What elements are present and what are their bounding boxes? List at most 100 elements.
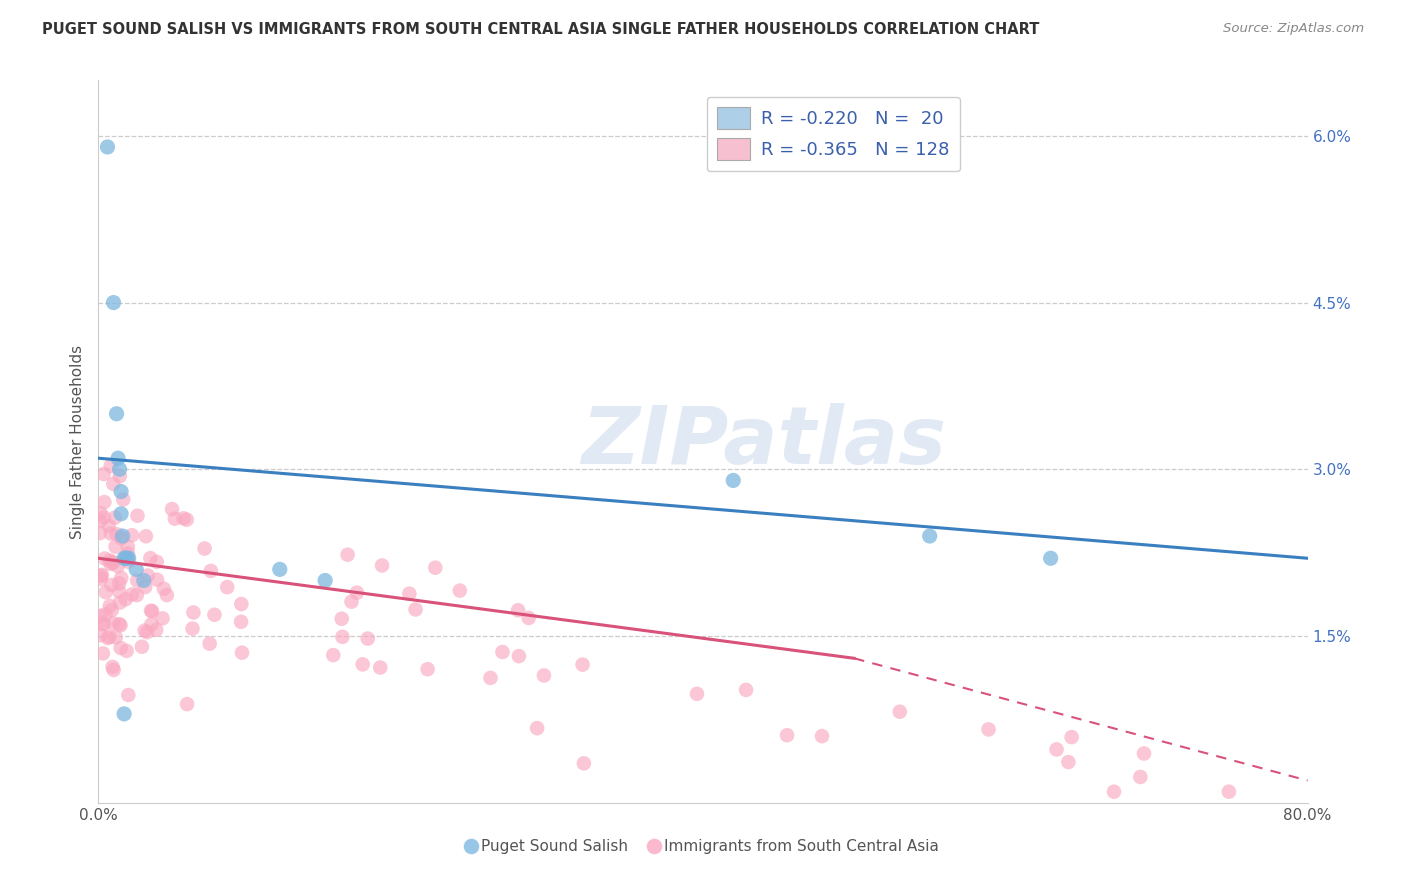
Point (96, 140, 118, 154)
Text: Source: ZipAtlas.com: Source: ZipAtlas.com (1223, 22, 1364, 36)
Point (686, 687, 709, 701)
Point (103, 295, 125, 310)
Point (111, 529, 134, 543)
Point (114, 551, 136, 566)
Point (398, 587, 420, 601)
Point (108, 469, 131, 483)
Point (231, 646, 253, 660)
Point (104, 630, 127, 644)
Point (98, 630, 121, 644)
Point (97, 519, 120, 533)
Point (173, 511, 195, 525)
Point (107, 559, 129, 574)
Point (112, 492, 135, 507)
Point (371, 558, 394, 573)
Point (104, 510, 127, 524)
Point (136, 568, 159, 582)
Point (146, 573, 169, 587)
Point (103, 616, 125, 631)
Point (479, 671, 502, 685)
Point (153, 582, 176, 596)
Point (98, 553, 121, 567)
Point (723, 474, 745, 488)
Point (108, 617, 131, 632)
Point (918, 529, 941, 543)
Point (93, 616, 115, 631)
Point (352, 657, 374, 672)
Point (101, 555, 124, 569)
Point (163, 511, 186, 525)
Point (526, 721, 548, 735)
Point (98, 599, 121, 613)
Point (198, 637, 221, 651)
Point (110, 532, 132, 546)
Point (125, 562, 148, 576)
Point (125, 588, 148, 602)
Point (533, 668, 555, 682)
Point (160, 502, 183, 516)
Text: PUGET SOUND SALISH VS IMMIGRANTS FROM SOUTH CENTRAL ASIA SINGLE FATHER HOUSEHOLD: PUGET SOUND SALISH VS IMMIGRANTS FROM SO… (42, 22, 1039, 37)
Point (105, 527, 128, 541)
Point (114, 592, 136, 607)
Point (97, 631, 120, 645)
Point (110, 507, 132, 521)
Point (217, 580, 239, 594)
Point (136, 625, 159, 640)
Point (127, 508, 149, 523)
Point (134, 624, 156, 638)
Point (811, 729, 834, 743)
Point (1218, 785, 1240, 799)
Point (91, 617, 114, 632)
Point (1102, 785, 1125, 799)
Point (94, 585, 117, 599)
Point (101, 660, 124, 674)
Point (93, 467, 115, 481)
Point (108, 462, 131, 476)
Point (176, 513, 198, 527)
Text: ZIPatlas: ZIPatlas (581, 402, 946, 481)
Point (145, 623, 167, 637)
Point (101, 556, 124, 570)
Point (90, 572, 112, 586)
Point (117, 546, 139, 560)
Point (571, 657, 593, 672)
Point (108, 576, 131, 591)
Point (134, 580, 156, 594)
Point (517, 611, 540, 625)
Point (231, 597, 253, 611)
Point (132, 574, 155, 588)
Point (200, 564, 222, 578)
Point (735, 682, 758, 697)
Point (139, 551, 162, 566)
Point (100, 603, 122, 617)
Point (1057, 755, 1080, 769)
Point (104, 540, 127, 554)
Point (141, 617, 163, 632)
Point (89, 628, 111, 642)
Point (332, 630, 354, 644)
Point (194, 541, 217, 556)
Point (93, 551, 115, 566)
Point (100, 526, 122, 541)
Point (117, 688, 139, 702)
Point (93, 495, 115, 509)
Point (1133, 747, 1156, 761)
Point (103, 663, 125, 677)
Point (346, 585, 368, 599)
Point (336, 548, 359, 562)
Point (103, 476, 125, 491)
Legend: Puget Sound Salish, Immigrants from South Central Asia: Puget Sound Salish, Immigrants from Sout… (461, 833, 945, 860)
Point (572, 756, 595, 771)
Point (449, 583, 471, 598)
Point (110, 640, 132, 655)
Point (108, 584, 131, 599)
Point (117, 540, 139, 554)
Point (118, 551, 141, 566)
Point (405, 602, 427, 616)
Point (89, 526, 111, 541)
Point (112, 706, 135, 721)
Point (115, 551, 138, 566)
Point (416, 662, 439, 676)
Point (131, 640, 153, 654)
Y-axis label: Single Father Households: Single Father Households (70, 344, 86, 539)
